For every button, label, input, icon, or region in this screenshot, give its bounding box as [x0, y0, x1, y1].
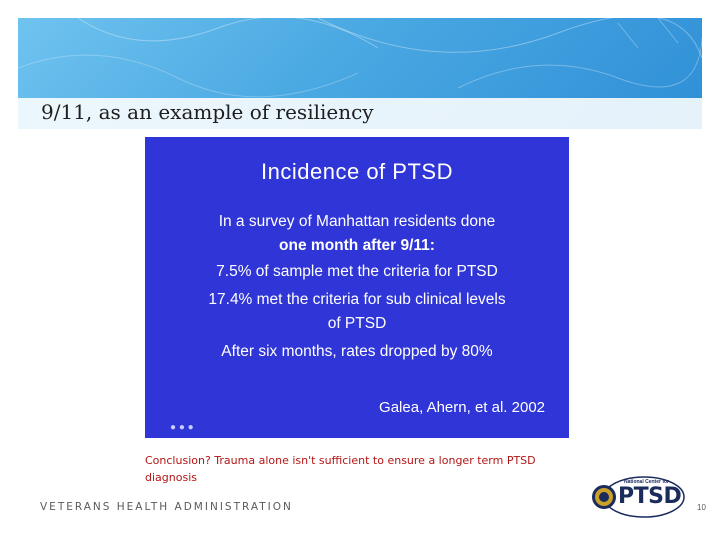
logo-main-text: PTSD [618, 484, 682, 509]
slide-title: Incidence of PTSD [261, 159, 453, 184]
slide-line: In a survey of Manhattan residents done [218, 213, 496, 230]
ptsd-logo: National Center for PTSD [586, 474, 686, 520]
header-pattern [18, 18, 702, 98]
slide-caption: Conclusion? Trauma alone isn't sufficien… [145, 454, 536, 484]
slide-line: one month after 9/11: [279, 237, 435, 254]
slide-citation: Galea, Ahern, et al. 2002 [379, 399, 545, 416]
header-title-bar: 9/11, as an example of resiliency [18, 98, 702, 129]
logo-graphic [592, 476, 685, 518]
slide-line: After six months, rates dropped by 80% [221, 343, 493, 360]
footer-org-name: VETERANS HEALTH ADMINISTRATION [40, 501, 293, 513]
embedded-slide-image: Incidence of PTSD In a survey of Manhatt… [145, 137, 569, 438]
header-banner: 9/11, as an example of resiliency [18, 18, 702, 129]
page-number: 10 [697, 503, 706, 512]
logo-small-text: National Center for [624, 479, 670, 485]
page-title: 9/11, as an example of resiliency [41, 100, 374, 124]
slide-line: of PTSD [327, 315, 387, 332]
slide-line: 7.5% of sample met the criteria for PTSD [216, 263, 498, 280]
slide-line: 17.4% met the criteria for sub clinical … [208, 291, 506, 308]
cc-license-icon: ● ● ● [170, 422, 194, 433]
